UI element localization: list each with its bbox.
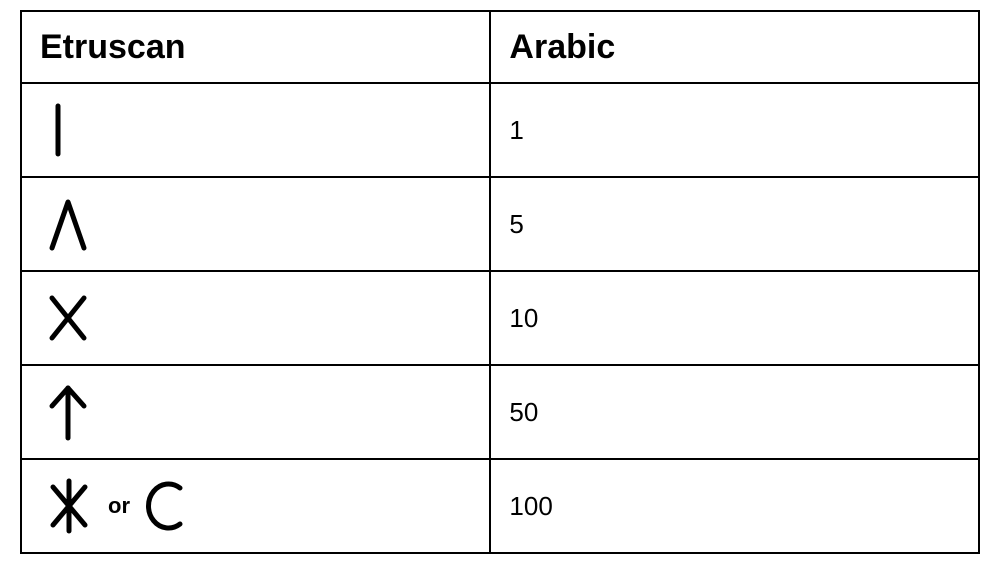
- table-row: 1: [21, 83, 979, 177]
- col-header-arabic: Arabic: [490, 11, 979, 83]
- etruscan-cell: [21, 365, 490, 459]
- arabic-cell: 1: [490, 83, 979, 177]
- caret-lambda-icon: [46, 196, 90, 252]
- etruscan-cell: [21, 83, 490, 177]
- joiner-label: or: [104, 493, 134, 519]
- star-x-icon: [46, 477, 92, 535]
- table-row: 50: [21, 365, 979, 459]
- one-stroke-icon: [46, 102, 70, 158]
- table-row: 10: [21, 271, 979, 365]
- arabic-cell: 5: [490, 177, 979, 271]
- table-row: or 100: [21, 459, 979, 553]
- table-row: 5: [21, 177, 979, 271]
- arabic-cell: 50: [490, 365, 979, 459]
- x-cross-icon: [46, 290, 90, 346]
- etruscan-cell: [21, 271, 490, 365]
- etruscan-arabic-table: Etruscan Arabic 1 5: [20, 10, 980, 554]
- arabic-cell: 10: [490, 271, 979, 365]
- arabic-cell: 100: [490, 459, 979, 553]
- etruscan-cell: or: [21, 459, 490, 553]
- numerals-table: Etruscan Arabic 1 5: [20, 10, 980, 554]
- up-arrow-icon: [46, 382, 90, 442]
- table-header-row: Etruscan Arabic: [21, 11, 979, 83]
- col-header-etruscan: Etruscan: [21, 11, 490, 83]
- etruscan-cell: [21, 177, 490, 271]
- c-curve-icon: [146, 478, 186, 534]
